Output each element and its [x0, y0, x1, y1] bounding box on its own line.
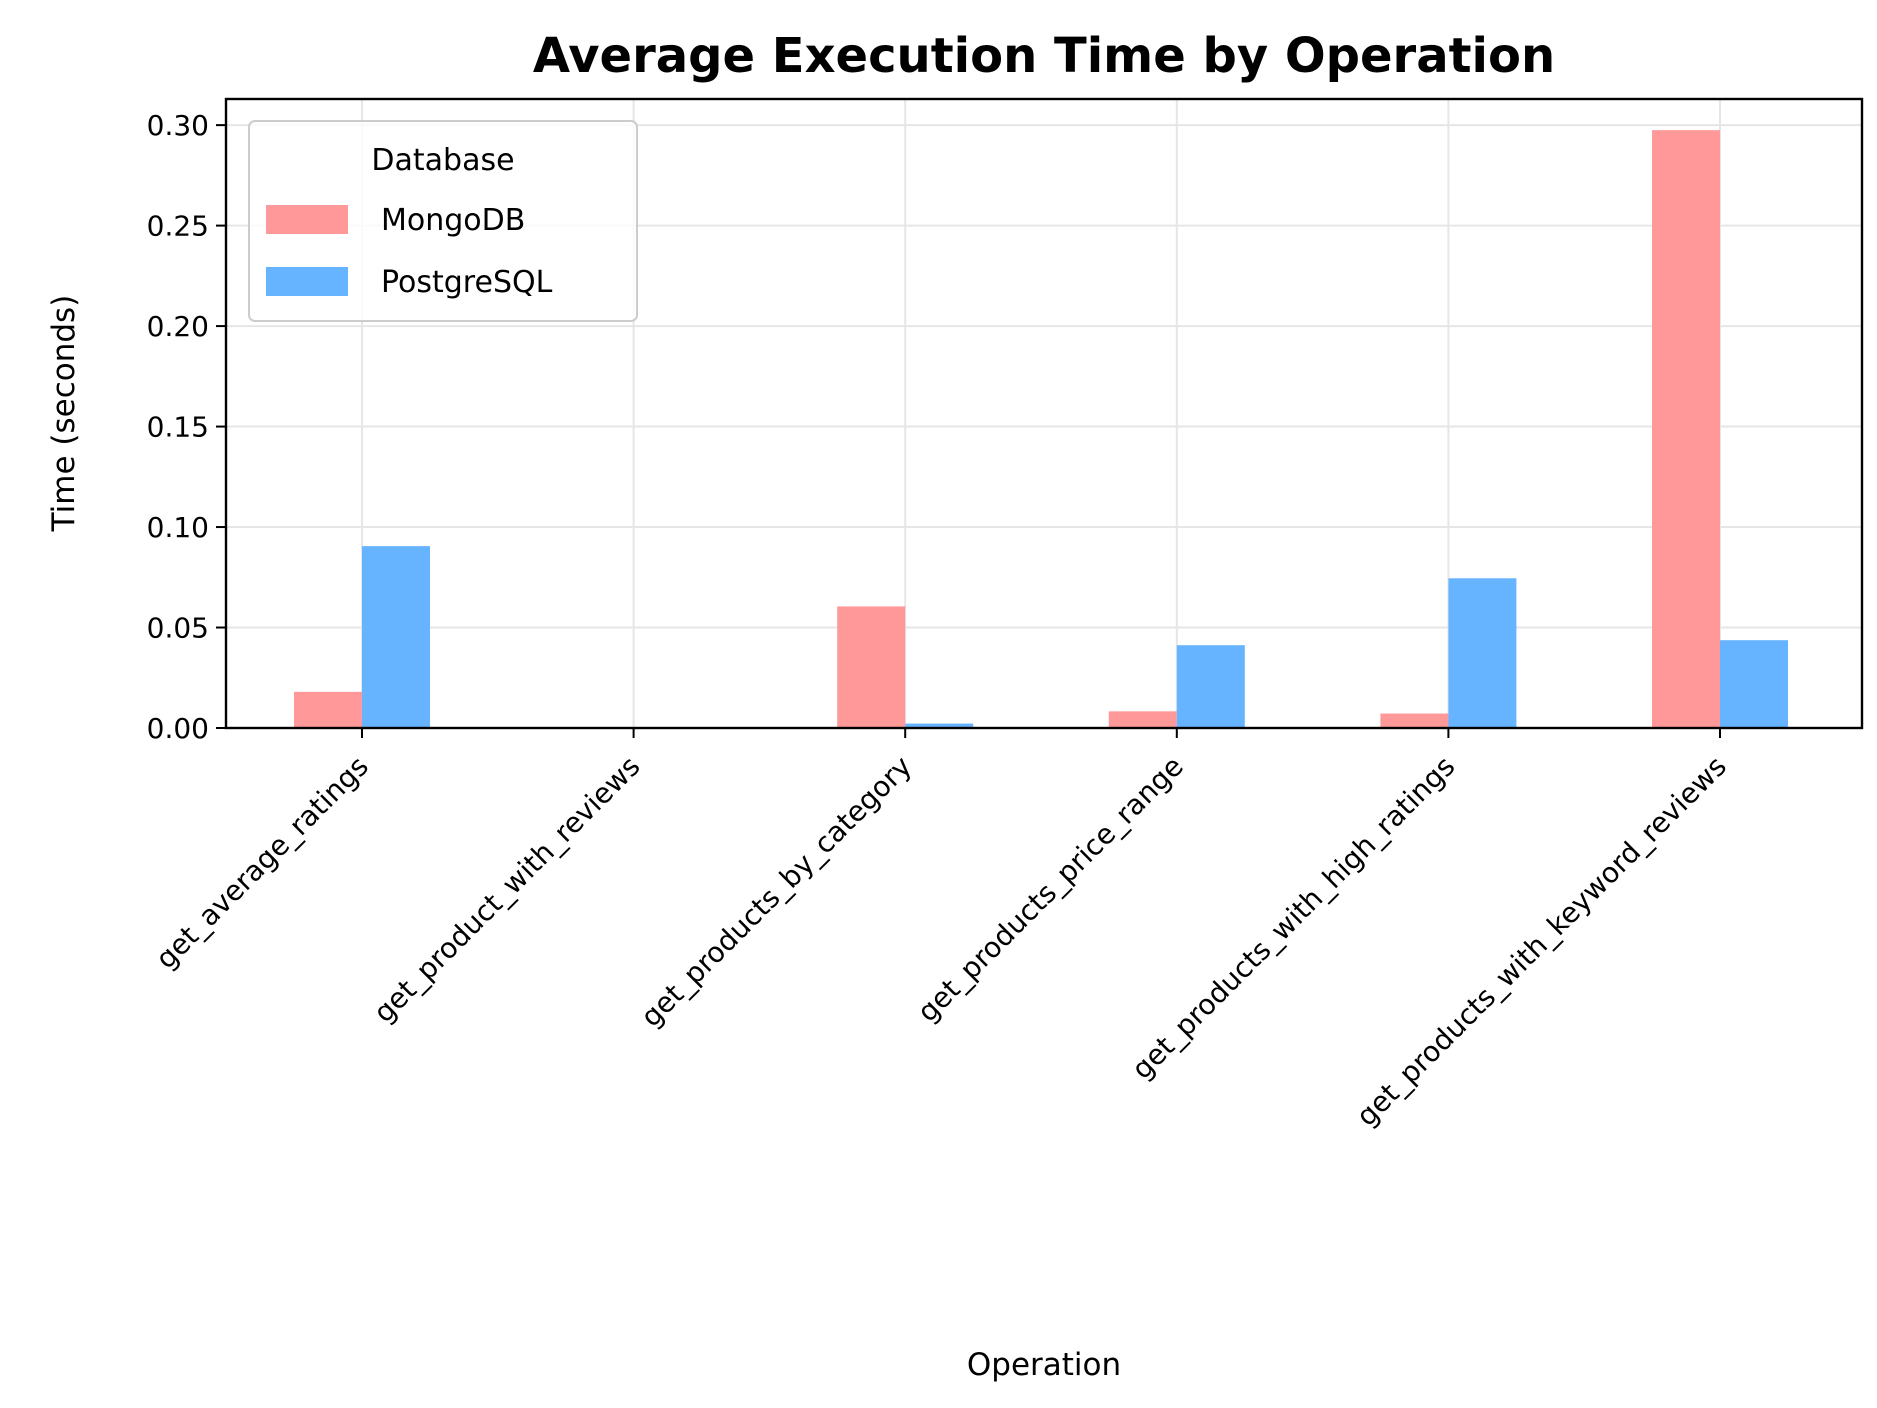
chart-title: Average Execution Time by Operation — [533, 28, 1555, 84]
bar-postgresql-get_products_price_range — [1176, 645, 1245, 728]
y-tick-label: 0.05 — [147, 612, 209, 645]
bar-mongodb-get_products_with_high_ratings — [1380, 713, 1449, 728]
bars-layer — [294, 130, 1788, 728]
y-tick-label: 0.20 — [147, 310, 209, 343]
bar-mongodb-get_products_price_range — [1108, 711, 1177, 728]
legend-title: Database — [371, 143, 514, 178]
y-tick-label: 0.25 — [147, 210, 209, 243]
bar-postgresql-get_products_with_high_ratings — [1448, 578, 1517, 728]
x-axis-label: Operation — [967, 1347, 1121, 1383]
bar-postgresql-get_products_with_keyword_reviews — [1720, 640, 1788, 728]
bar-mongodb-get_products_by_category — [837, 606, 906, 728]
legend: Database MongoDB PostgreSQL — [248, 120, 638, 322]
y-tick-label: 0.15 — [147, 411, 209, 444]
y-tick-label: 0.00 — [147, 712, 209, 745]
y-tick-label: 0.10 — [147, 511, 209, 544]
legend-label-postgresql: PostgreSQL — [381, 265, 553, 300]
legend-label-mongodb: MongoDB — [381, 203, 525, 238]
y-axis-label: Time (seconds) — [46, 295, 82, 533]
bar-mongodb-get_products_with_keyword_reviews — [1652, 130, 1720, 728]
plot-frame — [224, 97, 1864, 730]
y-tick-label: 0.30 — [147, 109, 209, 142]
bar-postgresql-get_products_by_category — [905, 723, 974, 728]
legend-swatch-postgresql — [266, 267, 348, 296]
bar-postgresql-get_average_ratings — [362, 546, 430, 728]
bar-mongodb-get_average_ratings — [294, 691, 362, 728]
legend-swatch-mongodb — [266, 205, 348, 234]
